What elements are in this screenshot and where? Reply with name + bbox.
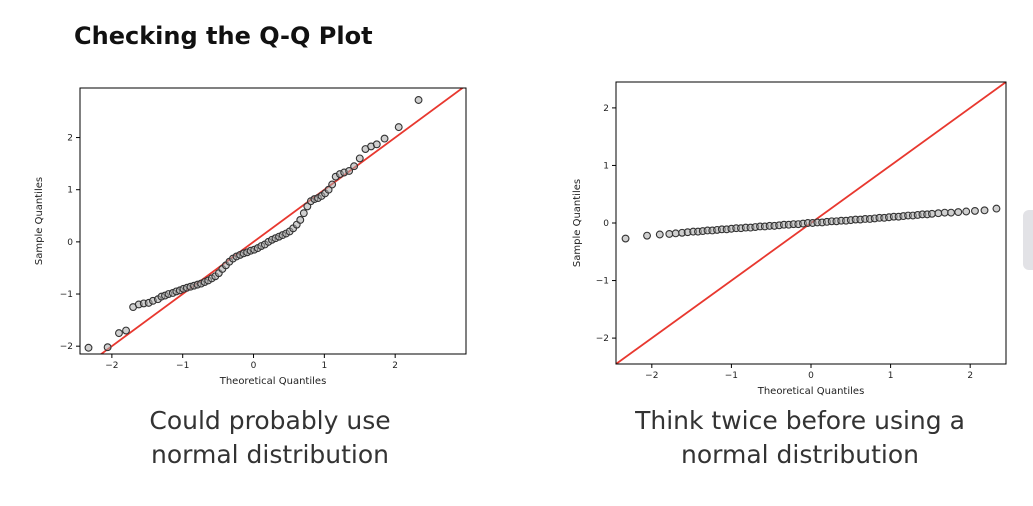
- data-point: [84, 343, 93, 352]
- x-tick-label: −2: [105, 361, 118, 371]
- data-point: [980, 206, 989, 215]
- data-point: [643, 231, 651, 240]
- y-tick-label: 1: [67, 186, 73, 196]
- caption-left-line-2: normal distribution: [150, 440, 389, 469]
- y-tick-label: 0: [67, 238, 73, 248]
- data-point: [414, 96, 423, 104]
- x-tick-label: −2: [645, 371, 658, 381]
- x-tick-label: 0: [808, 371, 814, 381]
- data-point: [940, 208, 949, 217]
- x-axis-label: Theoretical Quantiles: [219, 376, 327, 387]
- data-point: [303, 202, 312, 211]
- y-tick-label: −2: [60, 342, 73, 352]
- plot-frame: [79, 87, 467, 355]
- y-tick-label: −1: [596, 277, 609, 287]
- data-point: [328, 180, 337, 189]
- y-tick-label: 1: [603, 161, 609, 171]
- x-tick-label: 0: [251, 361, 257, 371]
- data-point: [296, 216, 305, 224]
- y-axis-label: Sample Quantiles: [572, 179, 583, 267]
- data-point: [324, 185, 333, 194]
- x-axis-label: Theoretical Quantiles: [757, 386, 865, 397]
- x-tick-label: 2: [967, 371, 973, 381]
- data-point: [947, 208, 956, 217]
- y-tick-label: 2: [67, 134, 73, 144]
- data-point: [103, 343, 112, 352]
- page-title: Checking the Q-Q Plot: [74, 22, 373, 50]
- x-tick-label: 2: [392, 361, 398, 371]
- qq-plot-left: −2 −1 0 1 2 −2 −1 0 1 2 Theoretical Quantiles Sampl…: [34, 87, 467, 387]
- x-tick-label: −1: [725, 371, 738, 381]
- data-point: [962, 207, 971, 216]
- data-point: [115, 329, 123, 338]
- data-point: [355, 154, 364, 163]
- y-tick-label: −2: [596, 334, 609, 344]
- caption-right-line-2: normal distribution: [680, 440, 919, 469]
- reference-line: [99, 88, 464, 354]
- data-point: [971, 206, 979, 215]
- data-point: [934, 209, 943, 218]
- data-point: [350, 162, 359, 171]
- data-point: [671, 229, 680, 238]
- scrollbar-handle[interactable]: [1023, 210, 1033, 270]
- data-point: [665, 229, 674, 238]
- caption-left: Could probably use normal distribution: [90, 404, 450, 472]
- data-point: [655, 230, 664, 239]
- data-point: [299, 209, 308, 218]
- data-point: [372, 140, 381, 149]
- data-point: [345, 166, 354, 175]
- qq-plot-right: −2 −1 0 1 2 −2 −1 0 1 2 Theoretical Quantiles Sampl…: [572, 81, 1007, 397]
- caption-left-line-1: Could probably use: [149, 406, 391, 435]
- data-point: [928, 209, 936, 218]
- y-tick-label: 0: [603, 219, 609, 229]
- data-point: [122, 326, 130, 335]
- x-tick-label: −1: [176, 361, 189, 371]
- data-point: [394, 123, 403, 132]
- data-point: [954, 208, 963, 217]
- y-tick-label: 2: [603, 104, 609, 114]
- y-tick-label: −1: [60, 290, 73, 300]
- caption-right: Think twice before using a normal distri…: [600, 404, 1000, 472]
- data-point: [380, 134, 389, 143]
- data-point: [621, 234, 630, 243]
- caption-right-line-1: Think twice before using a: [635, 406, 965, 435]
- data-point: [992, 204, 1001, 213]
- x-tick-label: 1: [888, 371, 894, 381]
- y-axis-label: Sample Quantiles: [34, 177, 45, 265]
- x-tick-label: 1: [321, 361, 327, 371]
